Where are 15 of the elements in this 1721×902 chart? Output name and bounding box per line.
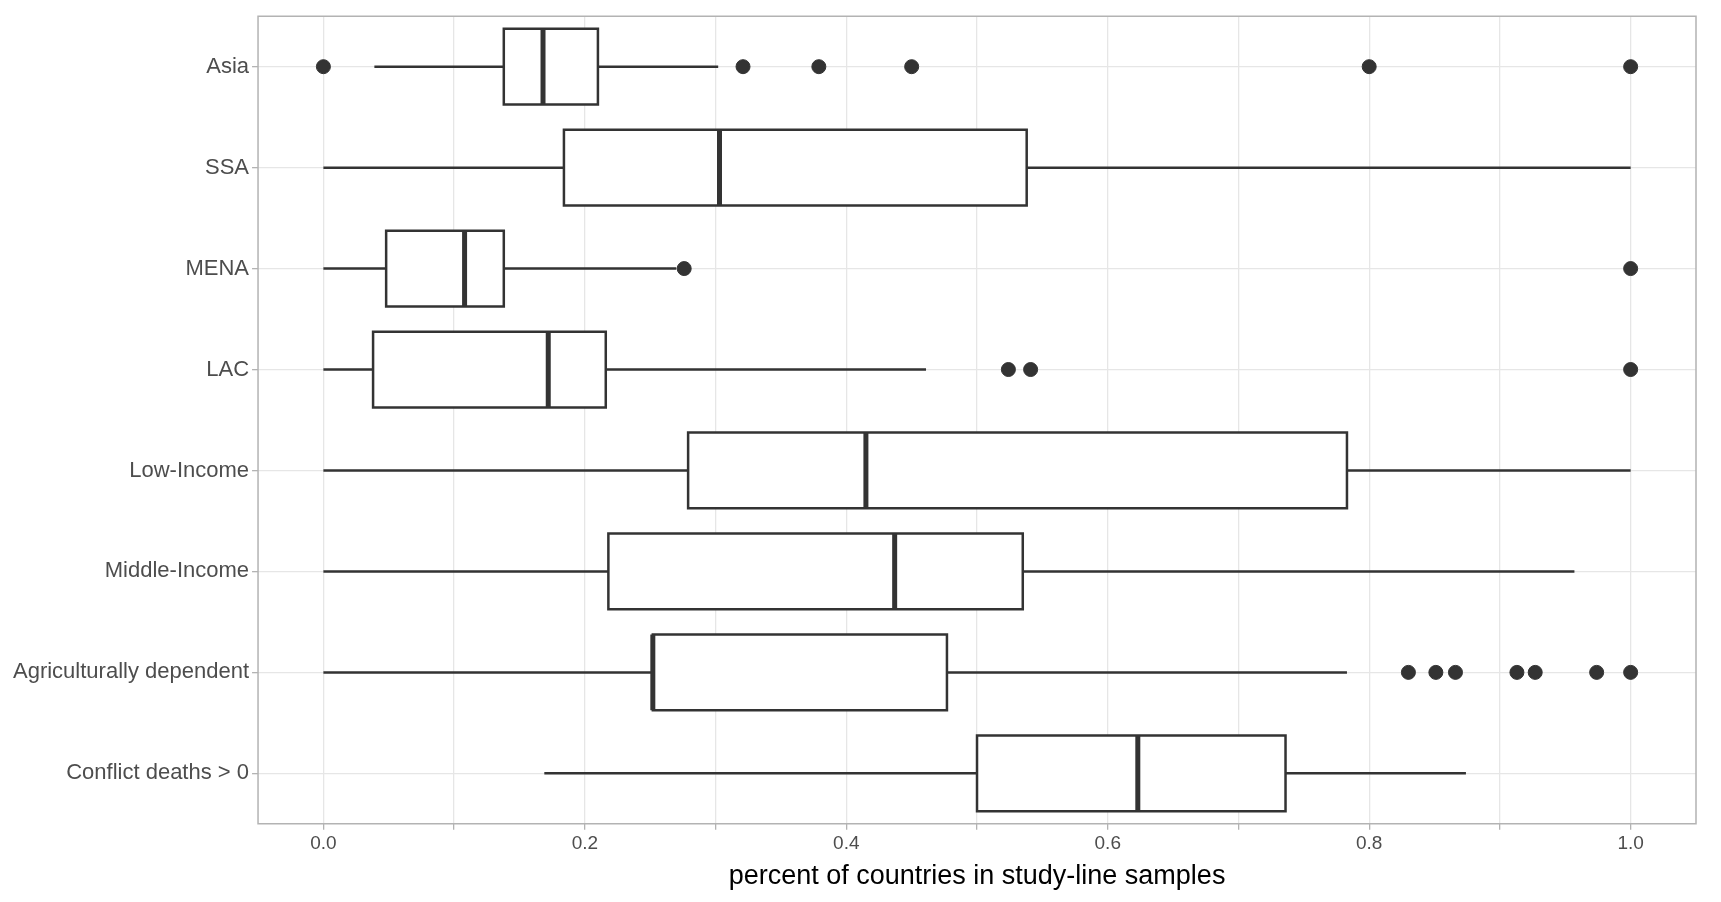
x-tick-label: 0.8 [1355, 832, 1383, 854]
y-tick-label: Agriculturally dependent [12, 658, 250, 684]
x-tick-label: 0.4 [833, 832, 860, 854]
x-tick-label: 1.0 [1617, 832, 1644, 854]
y-tick-label: Low-Income [129, 456, 250, 482]
x-tick-label: 0.2 [571, 832, 599, 854]
y-tick-label: LAC [206, 355, 250, 381]
y-tick-label: Middle-Income [104, 557, 250, 583]
y-tick-label: MENA [185, 254, 250, 280]
x-tick-label: 0.6 [1094, 832, 1121, 854]
y-tick-label: Asia [206, 52, 250, 78]
y-tick-label: SSA [205, 153, 250, 179]
y-tick-label: Conflict deaths > 0 [66, 759, 250, 785]
x-axis-title: percent of countries in study-line samples [728, 860, 1226, 891]
x-tick-label: 0.0 [310, 832, 337, 854]
